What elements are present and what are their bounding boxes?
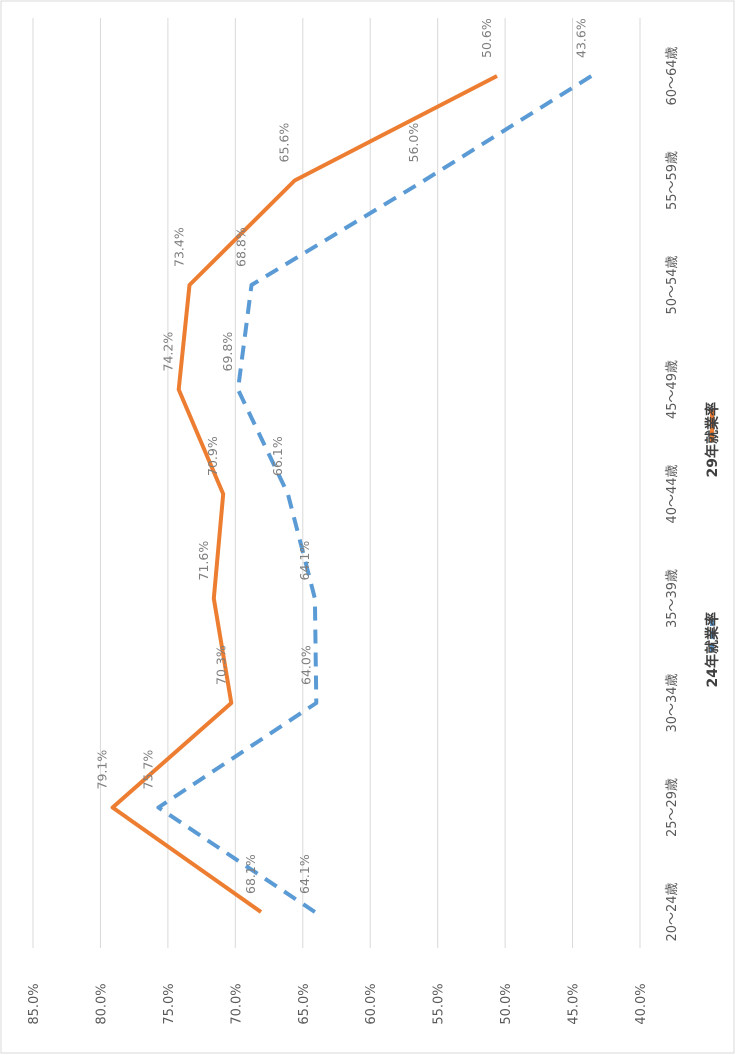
data-label: 43.6% <box>573 18 588 58</box>
y-tick-label: 60.0% <box>364 983 379 1024</box>
y-tick-label: 50.0% <box>499 983 514 1024</box>
x-tick-label: 60～64歳 <box>665 46 680 105</box>
x-tick-label: 35～39歳 <box>665 569 680 628</box>
data-label: 64.0% <box>298 645 313 685</box>
data-label: 70.9% <box>205 436 220 476</box>
data-label: 64.1% <box>297 541 312 581</box>
legend-label: 29年就業率 <box>704 402 721 477</box>
y-tick-label: 45.0% <box>567 983 582 1024</box>
x-tick-label: 40～44歳 <box>665 464 680 523</box>
data-label: 79.1% <box>95 750 110 790</box>
x-tick-label: 25～29歳 <box>665 778 680 837</box>
y-tick-label: 65.0% <box>297 983 312 1024</box>
y-tick-label: 70.0% <box>229 983 244 1024</box>
data-label: 69.8% <box>220 332 235 372</box>
y-tick-label: 80.0% <box>94 983 109 1024</box>
data-label: 71.6% <box>196 541 211 581</box>
data-label: 73.4% <box>171 227 186 267</box>
x-tick-label: 55～59歳 <box>665 151 680 210</box>
y-tick-label: 40.0% <box>634 983 649 1024</box>
x-tick-label: 50～54歳 <box>665 255 680 314</box>
data-label: 70.3% <box>213 645 228 685</box>
data-label: 68.1% <box>243 854 258 894</box>
y-tick-label: 85.0% <box>27 983 42 1024</box>
data-label: 74.2% <box>161 332 176 372</box>
x-tick-label: 30～34歳 <box>665 673 680 732</box>
data-label: 68.8% <box>234 227 249 267</box>
data-label: 65.6% <box>277 123 292 163</box>
data-label: 50.6% <box>479 18 494 58</box>
legend-label: 24年就業率 <box>704 612 721 687</box>
series-line-24 <box>156 74 593 914</box>
data-label: 56.0% <box>406 123 421 163</box>
series-line-29 <box>110 74 498 914</box>
data-label: 64.1% <box>297 854 312 894</box>
data-label: 66.1% <box>270 436 285 476</box>
x-tick-label: 45～49歳 <box>665 360 680 419</box>
y-tick-label: 55.0% <box>432 983 447 1024</box>
y-tick-label: 75.0% <box>162 983 177 1024</box>
data-label: 75.7% <box>140 750 155 790</box>
x-tick-label: 20～24歳 <box>665 882 680 941</box>
